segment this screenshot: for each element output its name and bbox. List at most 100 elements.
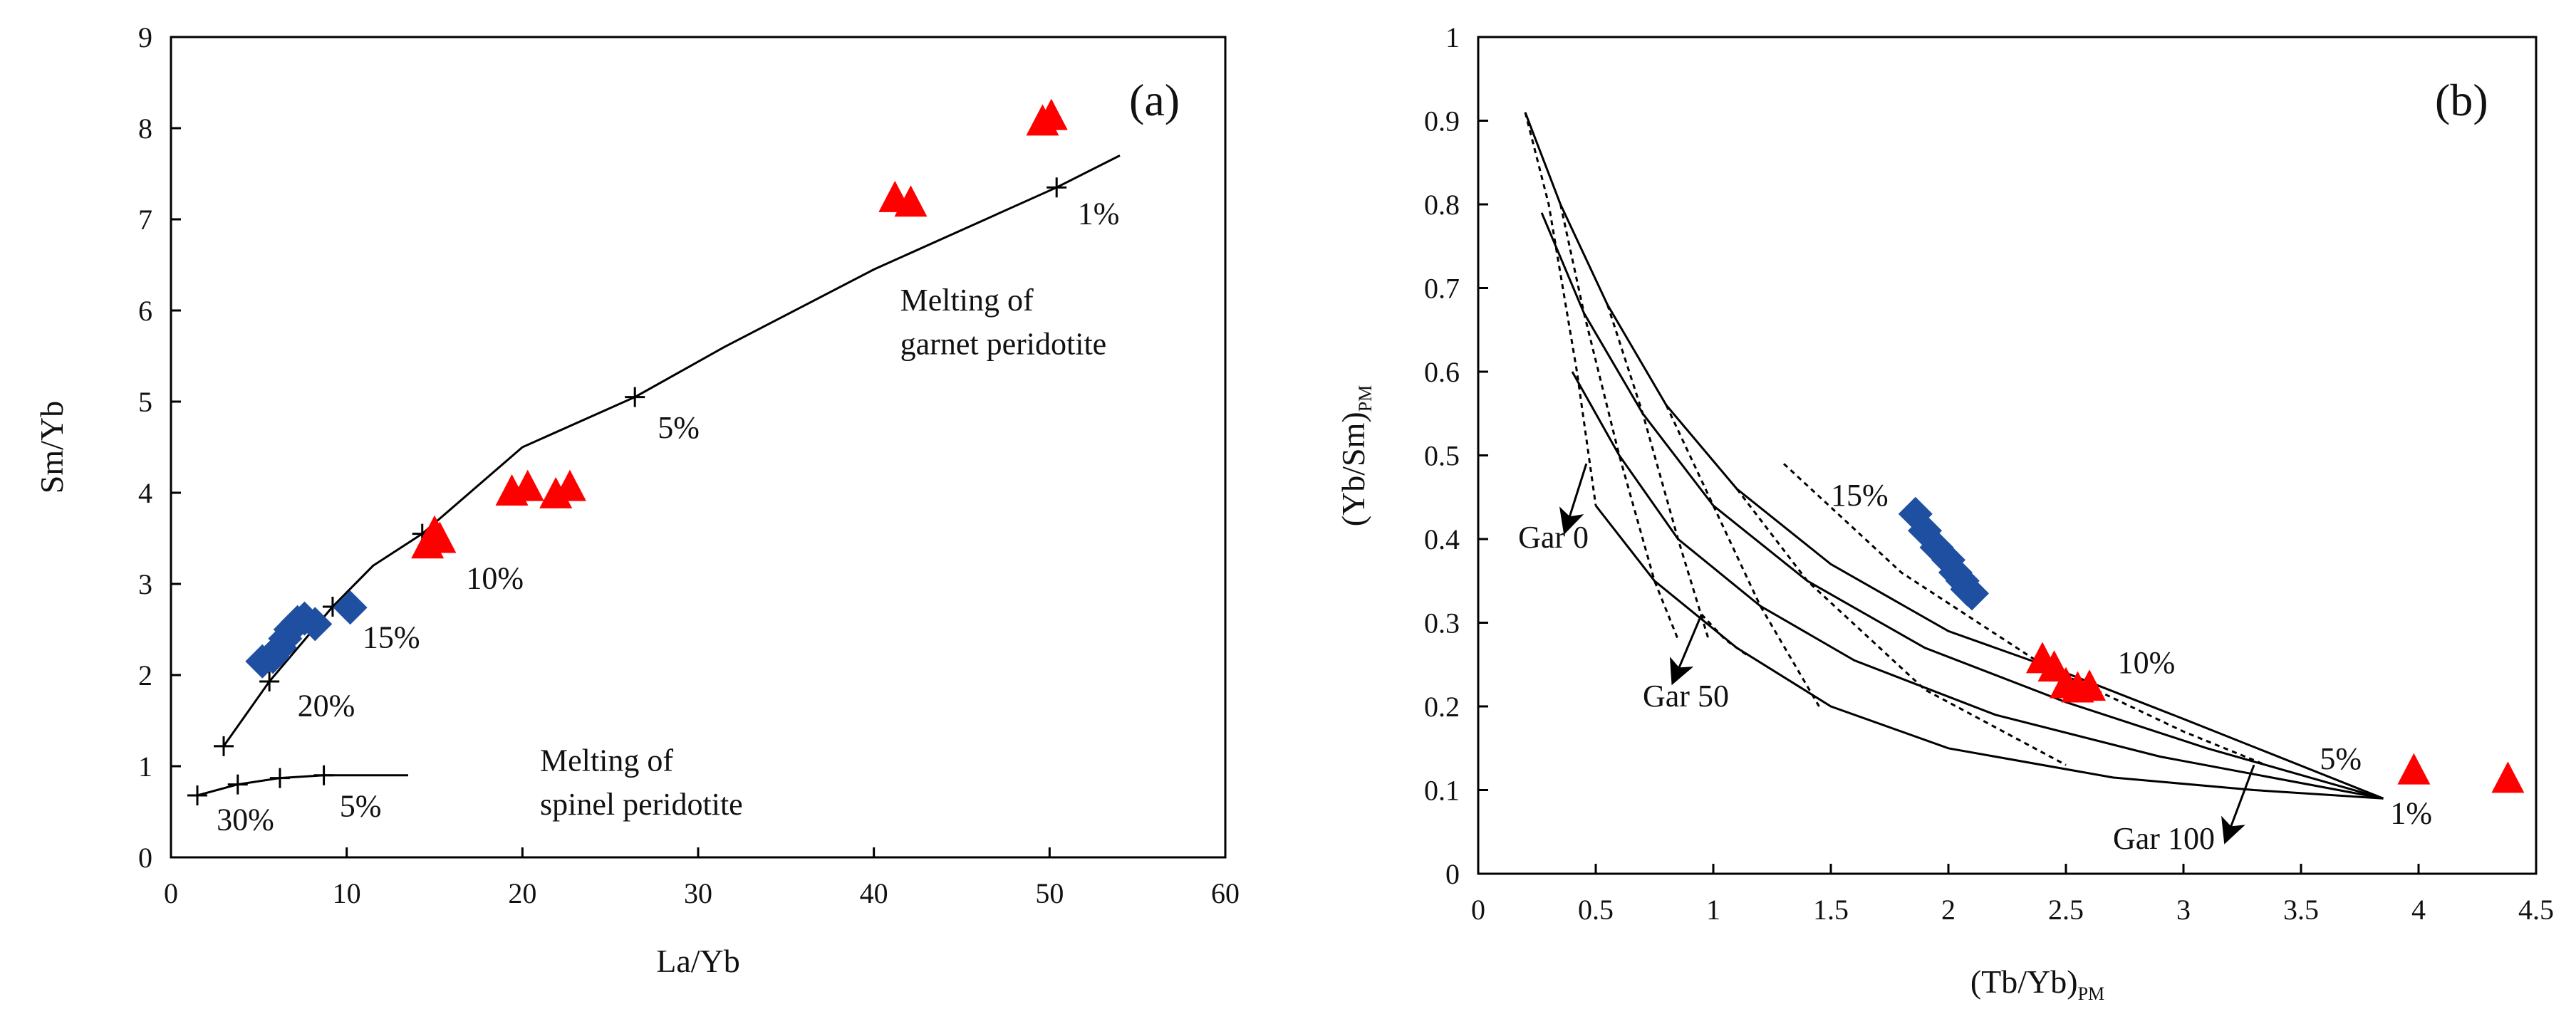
panel-a-y-axis-title: Sm/Yb: [33, 401, 70, 493]
panel-b-annotation: 1%: [2390, 796, 2432, 831]
panel-b-x-tick-label: 3: [2176, 894, 2191, 926]
panel-a-y-tick-label: 1: [138, 751, 152, 783]
panel-b: 0 0.5 1 1.5 2 2.5 3 3.5 4 4.5 0 0.1 0.2 0.3 0.4 0.5 0.6 0…: [1335, 21, 2554, 1004]
panel-a-y-tick-label: 3: [138, 568, 152, 600]
panel-b-plot-frame: [1477, 36, 2538, 875]
panel-b-x-axis-title-main: (Tb/Yb): [1970, 963, 2078, 1000]
panel-a-annotation: 20%: [298, 689, 355, 723]
panel-a-axes: 0 10 20 30 40 50 60 0 1 2 3 4 5 6 7 8 9: [138, 21, 1240, 909]
panel-b-annotations: Gar 0 Gar 50 Gar 100 15% 10% 5% 1%: [1518, 463, 2432, 856]
panel-a-curve-tick-mark: [259, 671, 280, 691]
panel-b-dashed-curve: [1700, 613, 1750, 657]
panel-b-dashed-curve: [1559, 204, 1679, 640]
panel-b-y-tick-label: 0: [1445, 858, 1460, 890]
panel-b-y-axis-title: (Yb/Sm)PM: [1335, 385, 1376, 527]
panel-a-triangle-point: [511, 469, 544, 501]
panel-a-annotation: 5%: [340, 788, 382, 823]
panel-b-annotation: 10%: [2118, 645, 2176, 680]
panel-a-annotation: 30%: [217, 803, 274, 837]
panel-a-annotation: Melting of: [900, 283, 1034, 318]
panel-a-x-tick-label: 0: [164, 877, 178, 909]
panel-b-triangle-point: [2397, 753, 2431, 785]
panel-a-annotations: 1% 5% 10% 15%20% 30% 5% Melting of garnet perid…: [217, 196, 1119, 837]
panel-a-x-axis-title: La/Yb: [656, 943, 740, 979]
panel-b-y-tick-label: 0.6: [1424, 356, 1460, 388]
panel-a-diamond-point: [298, 607, 333, 642]
panel-b-axes: 0 0.5 1 1.5 2 2.5 3 3.5 4 4.5 0 0.1 0.2 0.3 0.4 0.5 0.6 0…: [1424, 21, 2554, 926]
panel-a-y-tick-label: 7: [138, 204, 152, 236]
panel-b-arrow-label: Gar 0: [1518, 520, 1589, 555]
panel-b-y-tick-label: 0.3: [1424, 607, 1460, 639]
panel-a-y-tick-label: 9: [138, 21, 152, 53]
panel-a-x-tick-label: 50: [1035, 877, 1064, 909]
panel-a-annotation: Melting of: [540, 743, 673, 778]
panel-a-melting-curve: [197, 774, 408, 797]
panel-b-dashed-curve: [1606, 304, 1710, 640]
panel-a-y-tick-label: 6: [138, 295, 152, 327]
panel-a-triangle-point: [553, 469, 586, 501]
panel-b-arrow-label: Gar 50: [1643, 679, 1729, 714]
panel-b-x-axis-title: (Tb/Yb)PM: [1970, 963, 2104, 1004]
panel-a-curve-tick-mark: [269, 768, 290, 788]
panel-b-y-tick-label: 0.9: [1424, 105, 1460, 137]
panel-a-x-tick-label: 20: [508, 877, 536, 909]
panel-b-y-axis-title-sub: PM: [1355, 385, 1376, 412]
panel-b-triangle-point: [2073, 669, 2106, 701]
panel-b-y-tick-label: 0.5: [1424, 440, 1460, 472]
panel-b-x-tick-label: 1.5: [1813, 894, 1849, 926]
panel-b-diamond-point: [1955, 576, 1989, 611]
panel-a-y-tick-label: 0: [138, 842, 152, 874]
panel-b-points: [1898, 496, 2525, 793]
panel-b-arrow: [1669, 614, 1703, 686]
panel-a-curve-tick-mark: [625, 387, 645, 407]
panel-a-annotation: garnet peridotite: [900, 326, 1107, 361]
panel-a-points: [245, 98, 1068, 679]
panel-b-annotation: 5%: [2320, 741, 2362, 776]
panel-a-curve-tick-mark: [187, 785, 207, 805]
panel-a-curve-tick-mark: [1046, 177, 1067, 198]
panel-a-annotation: 10%: [466, 560, 524, 595]
panel-a-curve-tick-mark: [313, 765, 334, 785]
panel-b-y-axis-title-main: (Yb/Sm): [1335, 412, 1371, 526]
panel-b-x-tick-label: 4.5: [2518, 894, 2554, 926]
panel-a-y-tick-label: 8: [138, 113, 152, 145]
panel-a-diamond-point: [333, 590, 368, 625]
panel-b-dashed-curve: [1524, 112, 1597, 506]
panel-b-annotation: 15%: [1831, 478, 1889, 513]
panel-a-x-tick-label: 10: [333, 877, 361, 909]
panel-b-x-tick-label: 3.5: [2283, 894, 2319, 926]
panel-b-y-tick-label: 0.8: [1424, 189, 1460, 221]
panel-b-dashed-curve: [1665, 404, 1820, 707]
panel-a: 0 10 20 30 40 50 60 0 1 2 3 4 5 6 7 8 9 1% 5% 10% 15%20% 30%…: [33, 21, 1240, 979]
panel-a-annotation: 15%: [363, 620, 420, 655]
panel-a-x-tick-label: 30: [684, 877, 712, 909]
panel-b-y-tick-label: 0.4: [1424, 523, 1460, 555]
panel-b-label: (b): [2435, 75, 2488, 125]
panel-a-x-tick-label: 40: [860, 877, 888, 909]
panel-a-plot-frame: [170, 36, 1227, 859]
panel-a-x-tick-label: 60: [1211, 877, 1240, 909]
panel-b-x-tick-label: 0: [1471, 894, 1485, 926]
panel-a-y-tick-label: 2: [138, 659, 152, 691]
panel-b-arrow: [1559, 463, 1588, 535]
panel-b-triangle-point: [2037, 650, 2071, 682]
panel-a-triangle-point: [1034, 98, 1068, 130]
panel-a-curve-tick-mark: [214, 736, 234, 756]
panel-a-triangle-point: [894, 185, 928, 217]
panel-b-x-tick-label: 4: [2411, 894, 2426, 926]
panel-b-arrow-label: Gar 100: [2113, 821, 2215, 856]
panel-b-curves: [1524, 112, 2384, 800]
panel-a-y-tick-label: 5: [138, 386, 152, 418]
panel-b-x-tick-label: 0.5: [1578, 894, 1614, 926]
panel-b-triangle-point: [2491, 761, 2525, 793]
panel-a-annotation: spinel peridotite: [540, 787, 743, 822]
panel-a-curve-tick-mark: [227, 774, 248, 795]
panel-a-y-tick-label: 4: [138, 477, 152, 509]
panel-b-arrow: [2221, 764, 2255, 845]
panel-b-y-tick-label: 0.2: [1424, 691, 1460, 723]
panel-a-annotation: 1%: [1078, 196, 1120, 231]
panel-b-x-tick-label: 1: [1706, 894, 1720, 926]
panel-b-solid-curve: [1594, 505, 2384, 800]
panel-b-x-axis-title-sub: PM: [2078, 983, 2105, 1004]
